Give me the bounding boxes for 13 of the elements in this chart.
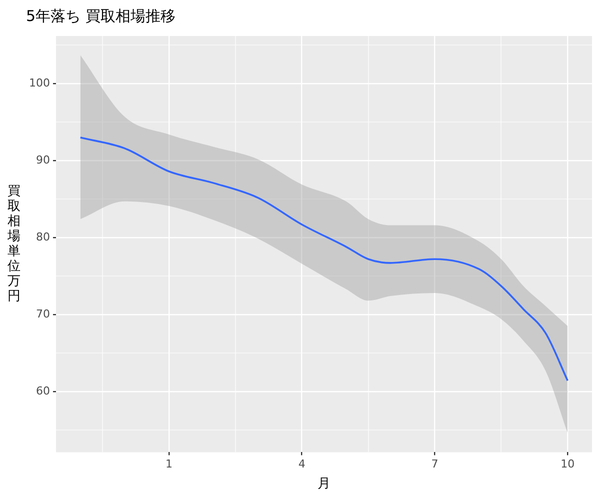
y-tick-label: 90 [36, 153, 50, 166]
x-tick-label: 7 [431, 458, 438, 471]
y-tick-label: 60 [36, 384, 50, 398]
x-axis-title: 月 [318, 476, 330, 492]
x-tick-label: 4 [298, 458, 306, 471]
y-axis-title: 買取相場単位万円 [6, 184, 20, 304]
line-series [79, 136, 569, 382]
y-tick-label: 100 [28, 76, 50, 90]
x-tick-label: 1 [165, 458, 172, 471]
y-tick-label: 70 [36, 307, 50, 320]
chart-title: 5年落ち 買取相場推移 [26, 6, 176, 25]
y-tick-label: 80 [36, 230, 50, 244]
x-tick-label: 10 [560, 458, 575, 471]
